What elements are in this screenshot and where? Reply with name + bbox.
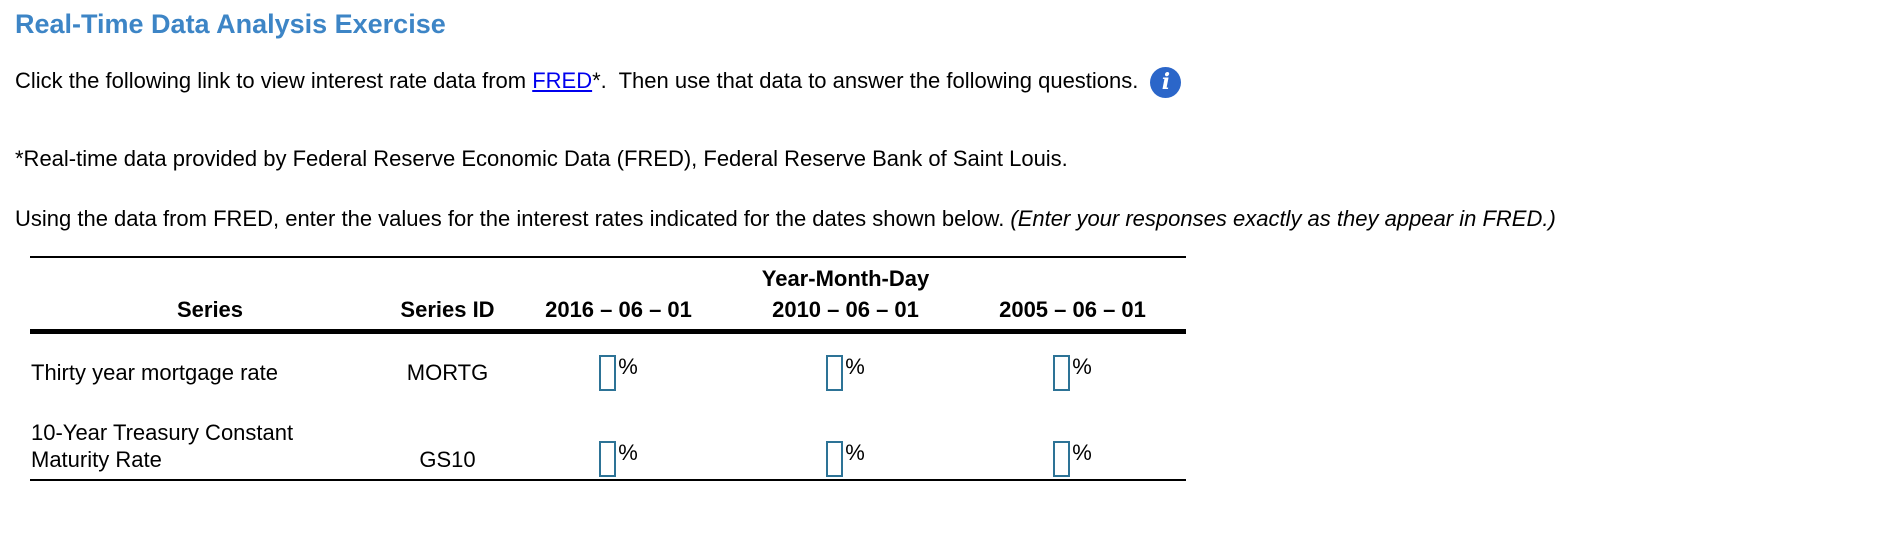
percent-sign: % <box>1072 439 1092 465</box>
rate-entry: % <box>599 353 638 391</box>
column-header-date-2010: 2010 – 06 – 01 <box>732 291 959 335</box>
page-title: Real-Time Data Analysis Exercise <box>15 9 446 39</box>
column-header-series-id: Series ID <box>390 291 505 335</box>
intro-paragraph: Click the following link to view interes… <box>15 66 1877 98</box>
table-row-mortgage: Thirty year mortgage rate MORTG % % % <box>30 332 1186 412</box>
rate-entry: % <box>1053 439 1092 477</box>
table-group-header-row: Year-Month-Day <box>30 257 1186 292</box>
rate-entry: % <box>826 439 865 477</box>
rate-entry: % <box>1053 353 1092 391</box>
mortgage-2010-input[interactable] <box>826 354 844 391</box>
percent-sign: % <box>618 439 638 465</box>
series-id-mortg: MORTG <box>406 359 489 385</box>
series-label-treasury: 10-Year Treasury Constant Maturity Rate <box>31 419 294 472</box>
fred-footnote: *Real-time data provided by Federal Rese… <box>15 145 1068 171</box>
treasury-2010-input[interactable] <box>826 440 844 477</box>
column-header-date-2016: 2016 – 06 – 01 <box>505 291 732 335</box>
column-header-date-2005: 2005 – 06 – 01 <box>959 291 1186 335</box>
percent-sign: % <box>845 439 865 465</box>
intro-text-after-link: *. Then use that data to answer the foll… <box>592 68 1139 93</box>
intro-text-before-link: Click the following link to view interes… <box>15 68 533 93</box>
table-row-treasury: 10-Year Treasury Constant Maturity Rate … <box>30 412 1186 480</box>
info-circle-icon[interactable]: i <box>1150 66 1182 98</box>
treasury-2005-input[interactable] <box>1053 440 1071 477</box>
year-month-day-header: Year-Month-Day <box>761 265 930 291</box>
rate-entry: % <box>826 353 865 391</box>
interest-rate-table: Year-Month-Day Series Series ID 2016 – 0… <box>30 255 1186 481</box>
percent-sign: % <box>1072 353 1092 379</box>
percent-sign: % <box>618 353 638 379</box>
instructions-paragraph: Using the data from FRED, enter the valu… <box>15 204 1877 234</box>
fred-link[interactable]: FRED <box>532 68 593 93</box>
mortgage-2005-input[interactable] <box>1053 354 1071 391</box>
rate-entry: % <box>599 439 638 477</box>
treasury-2016-input[interactable] <box>599 440 617 477</box>
series-id-gs10: GS10 <box>419 446 476 472</box>
instructions-text: Using the data from FRED, enter the valu… <box>15 205 1011 231</box>
page-content: Real-Time Data Analysis Exercise Click t… <box>15 9 1877 481</box>
table-header-row: Series Series ID 2016 – 06 – 01 2010 – 0… <box>30 291 1186 335</box>
percent-sign: % <box>845 353 865 379</box>
series-label-mortgage: Thirty year mortgage rate <box>31 360 278 386</box>
instructions-italic-note: (Enter your responses exactly as they ap… <box>1010 205 1556 231</box>
mortgage-2016-input[interactable] <box>599 354 617 391</box>
column-header-series: Series <box>30 291 390 335</box>
